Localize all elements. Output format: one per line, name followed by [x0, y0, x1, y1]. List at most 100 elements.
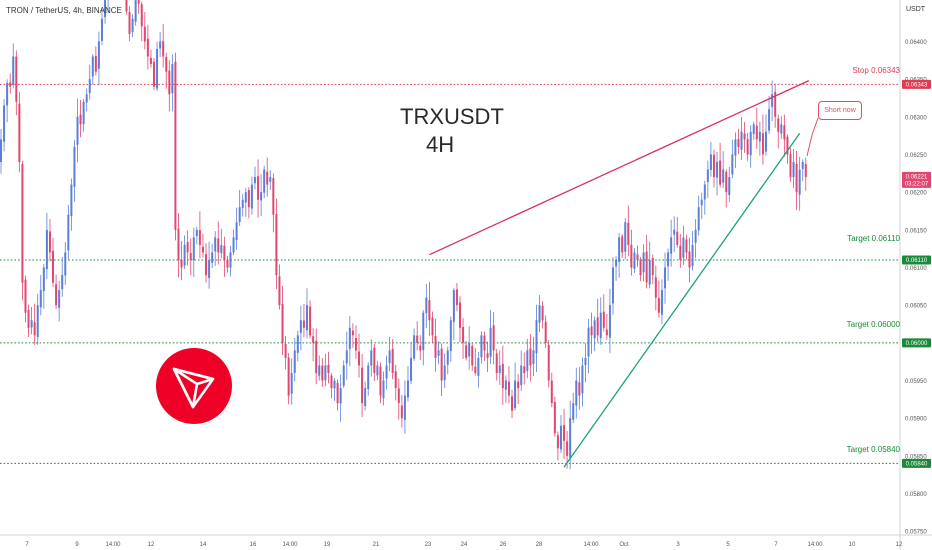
stop-price-badge	[902, 79, 931, 89]
candle-body	[171, 64, 174, 94]
candle-body	[281, 303, 284, 343]
candle-body	[192, 237, 195, 260]
candle-body	[82, 101, 85, 125]
candle-body	[431, 317, 434, 336]
candle-body	[559, 425, 562, 450]
candle-body	[55, 284, 58, 306]
tron-logo-icon	[155, 347, 233, 425]
candle-body	[287, 357, 290, 396]
candle-body	[758, 131, 761, 142]
candle-body	[523, 366, 526, 373]
candle-body	[293, 350, 296, 373]
candle-body	[260, 192, 263, 201]
candle-body	[667, 252, 670, 267]
candle-body	[385, 365, 388, 379]
candle-body	[636, 254, 639, 260]
candle-body	[575, 380, 578, 406]
candle-body	[345, 350, 348, 364]
candle-body	[162, 41, 165, 57]
candle-body	[275, 214, 278, 276]
wedge-upper-trendline	[429, 80, 810, 256]
candle-body	[437, 350, 440, 356]
candle-body	[348, 327, 351, 349]
candle-body	[137, 0, 140, 4]
candle-body	[0, 139, 2, 163]
candle-body	[290, 372, 293, 394]
target2-label: Target 0.06000	[846, 320, 900, 329]
y-tick-label: 0.06050	[905, 304, 927, 310]
candle-body	[452, 290, 455, 322]
candle-body	[581, 365, 584, 394]
candle-body	[373, 347, 376, 373]
x-tick-label: 21	[373, 542, 380, 548]
candle-body	[728, 177, 731, 196]
candle-body	[474, 366, 477, 373]
candle-body	[413, 335, 416, 359]
candle-body	[786, 136, 789, 155]
currency-label: USDT	[906, 6, 926, 13]
candle-body	[722, 169, 725, 183]
candle-body	[633, 252, 636, 269]
candle-body	[761, 133, 764, 155]
candle-body	[376, 365, 379, 376]
candle-body	[584, 357, 587, 366]
candle-body	[140, 4, 143, 27]
candle-body	[419, 345, 422, 351]
candle-body	[309, 306, 312, 336]
candle-body	[146, 38, 149, 57]
candle-body	[709, 154, 712, 171]
short-now-callout: Short now	[818, 101, 862, 120]
candle-body	[247, 190, 250, 208]
candle-body	[358, 351, 361, 366]
candle-body	[789, 154, 792, 178]
candle-body	[364, 388, 367, 407]
candle-body	[804, 164, 807, 178]
candle-body	[73, 146, 76, 187]
x-tick-label: 28	[536, 542, 543, 548]
candle-body	[752, 124, 755, 135]
candle-body	[596, 317, 599, 336]
x-tick-label: 5	[726, 542, 730, 548]
candle-body	[468, 342, 471, 357]
candle-body	[70, 184, 73, 217]
candle-body	[688, 251, 691, 268]
candle-body	[529, 348, 532, 366]
target2-price-badge-text: 0.06000	[906, 341, 928, 347]
candle-body	[226, 259, 229, 268]
candle-body	[257, 176, 260, 200]
candle-body	[507, 381, 510, 396]
candle-body	[612, 267, 614, 304]
candle-body	[3, 105, 6, 142]
candle-body	[446, 350, 449, 365]
current-price-badge	[902, 171, 931, 188]
y-tick-label: 0.05950	[905, 379, 927, 385]
candle-body	[217, 238, 220, 253]
candle-body	[76, 116, 79, 145]
x-tick-label: 16	[250, 542, 257, 548]
callout-pointer	[806, 117, 819, 157]
candle-body	[605, 329, 608, 336]
candle-body	[91, 56, 94, 77]
candle-body	[648, 259, 651, 285]
candle-body	[590, 326, 593, 336]
candle-body	[241, 199, 244, 208]
candle-body	[232, 237, 235, 253]
y-tick-label: 0.05900	[905, 417, 927, 423]
current-price-badge-text: 03:22:07	[905, 181, 929, 187]
symbol-line: TRON / TetherUS, 4h, BINANCE	[6, 6, 122, 15]
candle-body	[608, 305, 611, 338]
candle-body	[9, 82, 12, 87]
candle-body	[685, 239, 688, 253]
candle-body	[131, 18, 134, 33]
candle-body	[382, 380, 385, 398]
candle-body	[486, 353, 489, 358]
candle-body	[165, 56, 168, 72]
candle-body	[24, 279, 27, 313]
candle-body	[361, 367, 364, 404]
x-tick-label: 12	[148, 542, 155, 548]
candle-body	[550, 380, 553, 404]
candle-body	[394, 371, 397, 389]
candle-body	[94, 55, 97, 72]
